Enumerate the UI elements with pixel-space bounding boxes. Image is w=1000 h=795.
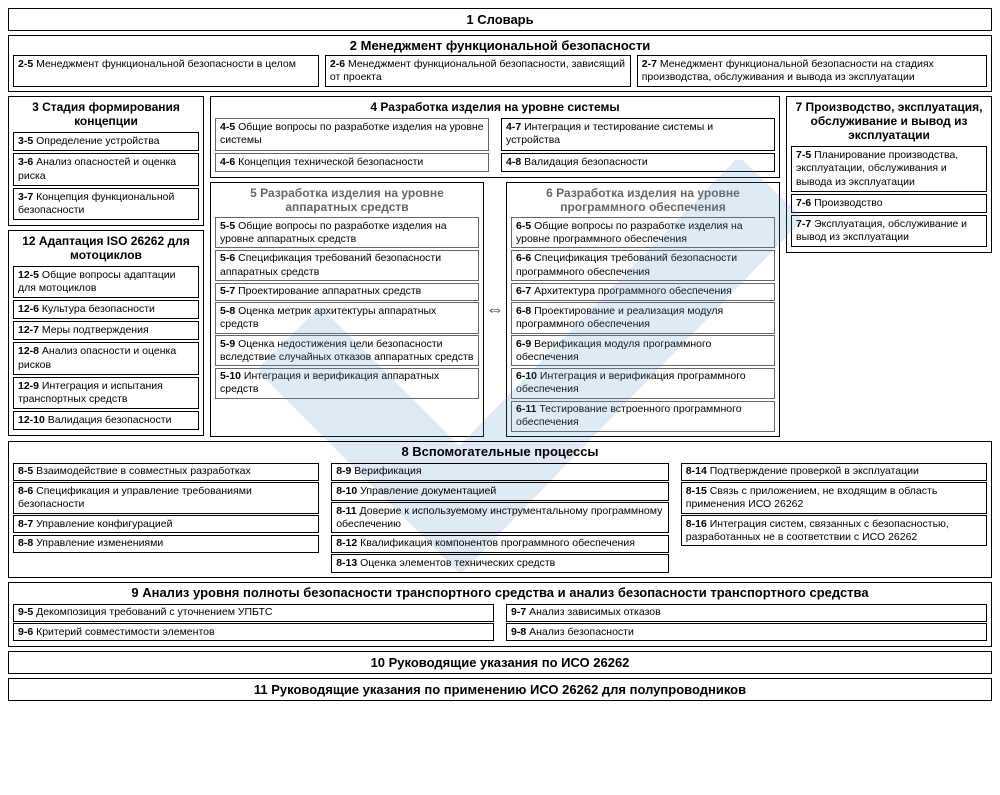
box-12-6: 12-6 Культура безопасности bbox=[13, 300, 199, 319]
box-9-8: 9-8 Анализ безопасности bbox=[506, 623, 987, 641]
box-8-8: 8-8 Управление изменениями bbox=[13, 535, 319, 553]
box-8-7: 8-7 Управление конфигурацией bbox=[13, 515, 319, 533]
box-12-7: 12-7 Меры подтверждения bbox=[13, 321, 199, 340]
section-2: 2 Менеджмент функциональной безопасности… bbox=[8, 35, 992, 92]
box-6-7: 6-7 Архитектура программного обеспечения bbox=[511, 283, 775, 301]
box-8-9: 8-9 Верификация bbox=[331, 463, 669, 481]
box-3-7: 3-7 Концепция функциональной безопасност… bbox=[13, 188, 199, 220]
box-8-13: 8-13 Оценка элементов технических средст… bbox=[331, 554, 669, 572]
section-10-title: 10 Руководящие указания по ИСО 26262 bbox=[8, 651, 992, 674]
section-6-title: 6 Разработка изделия на уровне программн… bbox=[507, 183, 779, 216]
box-4-6: 4-6 Концепция технической безопасности bbox=[215, 153, 489, 172]
box-12-5: 12-5 Общие вопросы адаптации для мотоцик… bbox=[13, 266, 199, 298]
section-7-title: 7 Производство, эксплуатация, обслуживан… bbox=[787, 97, 991, 144]
box-8-6: 8-6 Спецификация и управление требования… bbox=[13, 482, 319, 513]
section-8: 8 Вспомогательные процессы 8-5 Взаимодей… bbox=[8, 441, 992, 578]
bidirectional-arrow-icon: ⇔ bbox=[484, 299, 506, 320]
box-8-12: 8-12 Квалификация компонентов программно… bbox=[331, 535, 669, 553]
box-8-15: 8-15 Связь с приложением, не входящим в … bbox=[681, 482, 987, 513]
section-1-title: 1 Словарь bbox=[8, 8, 992, 31]
box-8-5: 8-5 Взаимодействие в совместных разработ… bbox=[13, 463, 319, 481]
section-4-title: 4 Разработка изделия на уровне системы bbox=[211, 97, 779, 116]
box-4-7: 4-7 Интеграция и тестирование системы и … bbox=[501, 118, 775, 150]
box-5-7: 5-7 Проектирование аппаратных средств bbox=[215, 283, 479, 301]
section-12-title: 12 Адаптация ISO 26262 для мотоциклов bbox=[9, 231, 203, 264]
section-3-title: 3 Стадия формирования концепции bbox=[9, 97, 203, 130]
section-8-title: 8 Вспомогательные процессы bbox=[9, 442, 991, 461]
section-12: 12 Адаптация ISO 26262 для мотоциклов 12… bbox=[8, 230, 204, 436]
box-9-7: 9-7 Анализ зависимых отказов bbox=[506, 604, 987, 622]
box-9-6: 9-6 Критерий совместимости элементов bbox=[13, 623, 494, 641]
box-8-16: 8-16 Интеграция систем, связанных с безо… bbox=[681, 515, 987, 546]
box-4-5: 4-5 Общие вопросы по разработке изделия … bbox=[215, 118, 489, 150]
box-6-8: 6-8 Проектирование и реализация модуля п… bbox=[511, 302, 775, 333]
section-4: 4 Разработка изделия на уровне системы 4… bbox=[210, 96, 780, 177]
box-12-10: 12-10 Валидация безопасности bbox=[13, 411, 199, 430]
box-3-5: 3-5 Определение устройства bbox=[13, 132, 199, 151]
box-6-6: 6-6 Спецификация требований безопасности… bbox=[511, 250, 775, 281]
box-2-5: 2-5 Менеджмент функциональной безопаснос… bbox=[13, 55, 319, 87]
section-5: 5 Разработка изделия на уровне аппаратны… bbox=[210, 182, 484, 438]
section-3: 3 Стадия формирования концепции 3-5 Опре… bbox=[8, 96, 204, 226]
section-6: 6 Разработка изделия на уровне программн… bbox=[506, 182, 780, 438]
box-6-11: 6-11 Тестирование встроенного программно… bbox=[511, 401, 775, 432]
box-2-7: 2-7 Менеджмент функциональной безопаснос… bbox=[637, 55, 987, 87]
box-5-10: 5-10 Интеграция и верификация аппаратных… bbox=[215, 368, 479, 399]
box-6-10: 6-10 Интеграция и верификация программно… bbox=[511, 368, 775, 399]
box-7-7: 7-7 Эксплуатация, обслуживание и вывод и… bbox=[791, 215, 987, 247]
section-7: 7 Производство, эксплуатация, обслуживан… bbox=[786, 96, 992, 253]
box-9-5: 9-5 Декомпозиция требований с уточнением… bbox=[13, 604, 494, 622]
box-5-8: 5-8 Оценка метрик архитектуры аппаратных… bbox=[215, 302, 479, 333]
section-9-title: 9 Анализ уровня полноты безопасности тра… bbox=[9, 583, 991, 602]
section-2-title: 2 Менеджмент функциональной безопасности bbox=[9, 36, 991, 55]
box-3-6: 3-6 Анализ опасностей и оценка риска bbox=[13, 153, 199, 185]
section-11-title: 11 Руководящие указания по применению ИС… bbox=[8, 678, 992, 701]
box-8-11: 8-11 Доверие к используемому инструмента… bbox=[331, 502, 669, 533]
box-7-6: 7-6 Производство bbox=[791, 194, 987, 213]
box-2-6: 2-6 Менеджмент функциональной безопаснос… bbox=[325, 55, 631, 87]
box-12-9: 12-9 Интеграция и испытания транспортных… bbox=[13, 377, 199, 409]
box-6-5: 6-5 Общие вопросы по разработке изделия … bbox=[511, 217, 775, 248]
box-6-9: 6-9 Верификация модуля программного обес… bbox=[511, 335, 775, 366]
box-5-9: 5-9 Оценка недостижения цели безопасност… bbox=[215, 335, 479, 366]
box-8-10: 8-10 Управление документацией bbox=[331, 482, 669, 500]
section-9: 9 Анализ уровня полноты безопасности тра… bbox=[8, 582, 992, 647]
section-5-title: 5 Разработка изделия на уровне аппаратны… bbox=[211, 183, 483, 216]
box-12-8: 12-8 Анализ опасности и оценка рисков bbox=[13, 342, 199, 374]
box-7-5: 7-5 Планирование производства, эксплуата… bbox=[791, 146, 987, 191]
box-5-5: 5-5 Общие вопросы по разработке изделия … bbox=[215, 217, 479, 248]
box-4-8: 4-8 Валидация безопасности bbox=[501, 153, 775, 172]
box-5-6: 5-6 Спецификация требований безопасности… bbox=[215, 250, 479, 281]
box-8-14: 8-14 Подтверждение проверкой в эксплуата… bbox=[681, 463, 987, 481]
